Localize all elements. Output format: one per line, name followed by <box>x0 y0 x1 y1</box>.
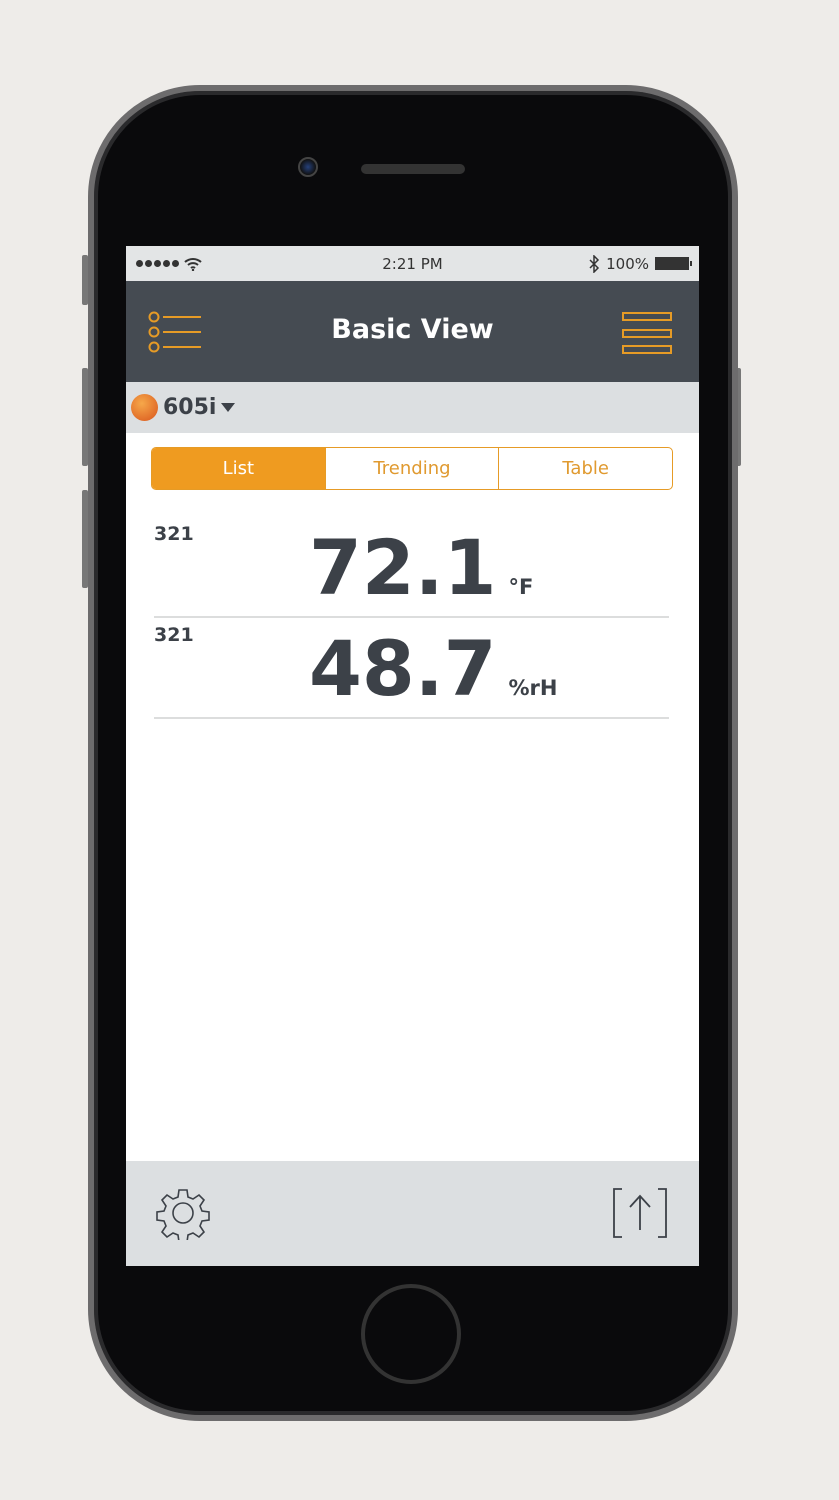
power-button <box>735 368 741 466</box>
reading-unit: %rH <box>508 676 558 700</box>
bluetooth-icon <box>589 254 600 273</box>
device-selector[interactable]: 605i <box>126 382 699 433</box>
earpiece-speaker <box>361 164 465 174</box>
mute-switch <box>82 255 88 305</box>
view-tabs: List Trending Table <box>151 447 673 490</box>
front-camera <box>298 157 318 177</box>
home-button[interactable] <box>361 1284 461 1384</box>
list-icon[interactable] <box>148 311 202 353</box>
wifi-icon <box>184 257 202 271</box>
app-screen: 2:21 PM 100% Basic View 605i List Trendi… <box>126 246 699 1266</box>
reading-line: 72.1 °F <box>309 523 533 613</box>
tab-list[interactable]: List <box>152 448 325 489</box>
battery-percent: 100% <box>606 254 649 273</box>
channel-label: 321 <box>154 624 194 646</box>
testo-logo <box>131 394 158 421</box>
tab-trending[interactable]: Trending <box>324 448 499 489</box>
tab-table[interactable]: Table <box>498 448 672 489</box>
reading-unit: °F <box>508 575 534 599</box>
gear-icon[interactable] <box>156 1186 210 1240</box>
reading-line: 48.7 %rH <box>309 624 558 714</box>
status-bar: 2:21 PM 100% <box>126 246 699 281</box>
reading-row: 321 48.7 %rH <box>154 618 669 719</box>
page-title: Basic View <box>331 314 494 345</box>
signal-icon <box>136 260 179 267</box>
share-export-icon[interactable] <box>613 1186 667 1240</box>
volume-down-button <box>82 490 88 588</box>
battery-icon <box>655 257 692 270</box>
reading-value: 72.1 <box>309 523 497 612</box>
device-name: 605i <box>163 395 217 420</box>
hamburger-menu-icon[interactable] <box>622 312 672 354</box>
caret-down-icon <box>221 403 236 412</box>
reading-value: 48.7 <box>309 624 497 713</box>
channel-label: 321 <box>154 523 194 545</box>
app-header: Basic View <box>126 281 699 382</box>
reading-row: 321 72.1 °F <box>154 517 669 618</box>
bottom-toolbar <box>126 1161 699 1266</box>
volume-up-button <box>82 368 88 466</box>
